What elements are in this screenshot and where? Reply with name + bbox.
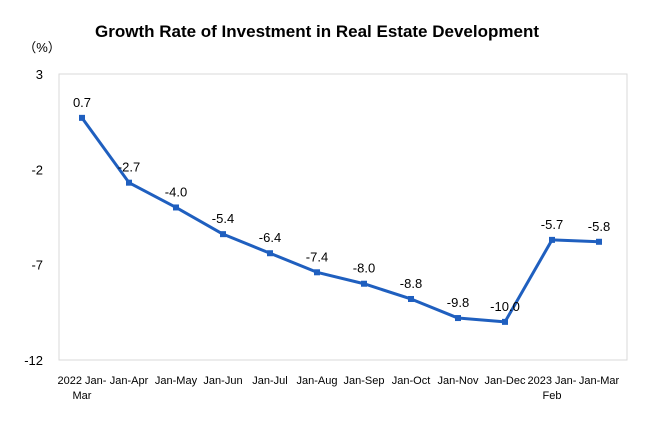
x-tick-label: Jan-Sep — [344, 375, 385, 387]
data-label: -8.0 — [353, 261, 375, 276]
x-tick-label: Jan-Jun — [203, 375, 242, 387]
x-tick-label: Jan-Oct — [392, 375, 431, 387]
data-point-marker — [455, 315, 461, 322]
data-label: -6.4 — [259, 230, 281, 245]
data-point-marker — [549, 236, 555, 243]
x-tick-label: Jan-Nov — [438, 375, 479, 387]
series-markers — [79, 114, 602, 325]
data-point-marker — [173, 204, 179, 211]
data-label: -9.8 — [447, 295, 469, 310]
data-point-marker — [220, 231, 226, 238]
data-point-marker — [314, 269, 320, 276]
data-point-marker — [502, 318, 508, 325]
x-tick-label: Jan-Apr — [110, 375, 149, 387]
x-tick-label: Jan-May — [155, 375, 198, 387]
data-labels: 0.7 -2.7 -4.0 -5.4 -6.4 -7.4 -8.0 -8.8 -9.8 -10.0… — [73, 95, 610, 314]
y-axis-ticks: 3 -2 -7 -12 — [24, 67, 43, 368]
x-tick-label: 2023 Jan-Feb — [528, 375, 577, 402]
data-point-marker — [361, 280, 367, 287]
data-label: -10.0 — [490, 299, 520, 314]
series-line — [80, 116, 600, 324]
x-tick-label: 2022 Jan-Mar — [58, 375, 107, 402]
data-point-marker — [79, 114, 85, 121]
x-tick-label: Jan-Mar — [579, 375, 620, 387]
y-axis-unit-label: （%） — [23, 40, 61, 55]
y-tick-label: -7 — [31, 258, 43, 273]
x-tick-label: Jan-Aug — [297, 375, 338, 387]
data-label: -7.4 — [306, 249, 328, 264]
y-tick-label: 3 — [36, 67, 43, 82]
data-point-marker — [267, 250, 273, 257]
data-point-marker — [126, 179, 132, 186]
x-tick-label: Jan-Jul — [252, 375, 287, 387]
data-label: -5.7 — [541, 217, 563, 232]
data-label: -8.8 — [400, 276, 422, 291]
data-label: 0.7 — [73, 95, 91, 110]
data-point-marker — [596, 238, 602, 245]
data-label: -4.0 — [165, 184, 187, 199]
data-label: -2.7 — [118, 160, 140, 175]
y-tick-label: -12 — [24, 353, 43, 368]
chart-title: Growth Rate of Investment in Real Estate… — [95, 22, 539, 41]
plot-area-frame — [58, 73, 628, 361]
data-label: -5.4 — [212, 211, 234, 226]
y-tick-label: -2 — [31, 162, 43, 177]
data-point-marker — [408, 295, 414, 302]
data-label: -5.8 — [588, 219, 610, 234]
x-tick-label: Jan-Dec — [485, 375, 526, 387]
